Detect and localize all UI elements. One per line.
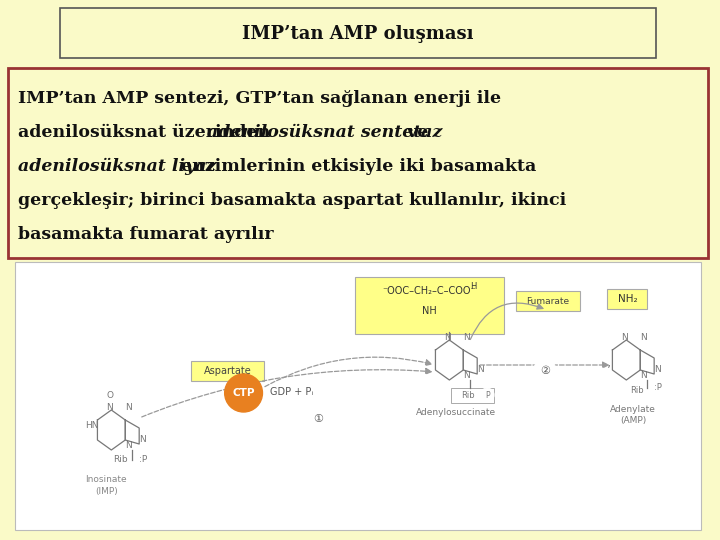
FancyBboxPatch shape [8,68,708,258]
Text: Adenylosuccinate: Adenylosuccinate [416,408,496,417]
Circle shape [307,407,329,429]
Text: Fumarate: Fumarate [526,296,570,306]
Text: adenilosüksnat sentetaz: adenilosüksnat sentetaz [207,124,442,141]
Text: N: N [125,403,132,413]
Circle shape [225,374,263,412]
Text: Rib: Rib [630,386,644,395]
Text: O: O [107,390,113,400]
Text: (IMP): (IMP) [95,487,118,496]
Text: N: N [125,442,132,450]
Text: HN: HN [86,422,99,430]
Text: basamakta fumarat ayrılır: basamakta fumarat ayrılır [18,226,274,243]
Text: ②: ② [540,366,550,376]
Text: N: N [621,334,628,342]
FancyBboxPatch shape [191,361,264,381]
Text: Rib: Rib [113,455,128,464]
Text: enzimlerinin etkisiyle iki basamakta: enzimlerinin etkisiyle iki basamakta [175,158,536,175]
FancyBboxPatch shape [60,8,656,58]
Text: NH: NH [422,306,437,316]
Text: adenilosüksnat üzerinden: adenilosüksnat üzerinden [18,124,276,141]
FancyBboxPatch shape [516,291,580,311]
Text: Inosinate: Inosinate [86,475,127,484]
Text: ⁻OOC–CH₂–C–COO⁻: ⁻OOC–CH₂–C–COO⁻ [382,286,477,296]
Text: N: N [477,366,484,375]
Text: gerçekleşir; birinci basamakta aspartat kullanılır, ikinci: gerçekleşir; birinci basamakta aspartat … [18,192,566,209]
Text: Aspartate: Aspartate [204,366,251,376]
Text: ,: , [606,355,611,369]
Text: ve: ve [400,124,428,141]
Text: N: N [107,403,113,413]
FancyBboxPatch shape [15,262,701,530]
Text: (AMP): (AMP) [620,416,647,425]
Text: H: H [470,282,477,291]
Text: Rib: Rib [462,392,475,401]
Text: GDP + Pᵢ: GDP + Pᵢ [271,387,314,397]
Text: N: N [463,372,470,381]
FancyBboxPatch shape [451,388,494,402]
Text: NH₂: NH₂ [618,294,637,304]
Text: CTP: CTP [233,388,255,398]
Text: P: P [485,390,490,400]
Text: N: N [444,334,451,342]
FancyBboxPatch shape [608,289,647,309]
Text: :P: :P [139,455,148,464]
Text: N: N [463,334,470,342]
Text: ①: ① [313,414,323,424]
Text: N: N [654,366,661,375]
Text: adenilosüksnat liyaz: adenilosüksnat liyaz [18,158,216,175]
Text: N: N [640,334,647,342]
Circle shape [480,388,494,402]
Text: N: N [139,435,146,444]
Circle shape [534,359,556,381]
Text: Adenylate: Adenylate [611,405,656,414]
Text: IMP’tan AMP sentezi, GTP’tan sağlanan enerji ile: IMP’tan AMP sentezi, GTP’tan sağlanan en… [18,90,501,107]
Text: IMP’tan AMP oluşması: IMP’tan AMP oluşması [242,25,474,43]
Text: N: N [640,372,647,381]
Text: :P: :P [654,383,662,392]
FancyBboxPatch shape [355,277,504,334]
